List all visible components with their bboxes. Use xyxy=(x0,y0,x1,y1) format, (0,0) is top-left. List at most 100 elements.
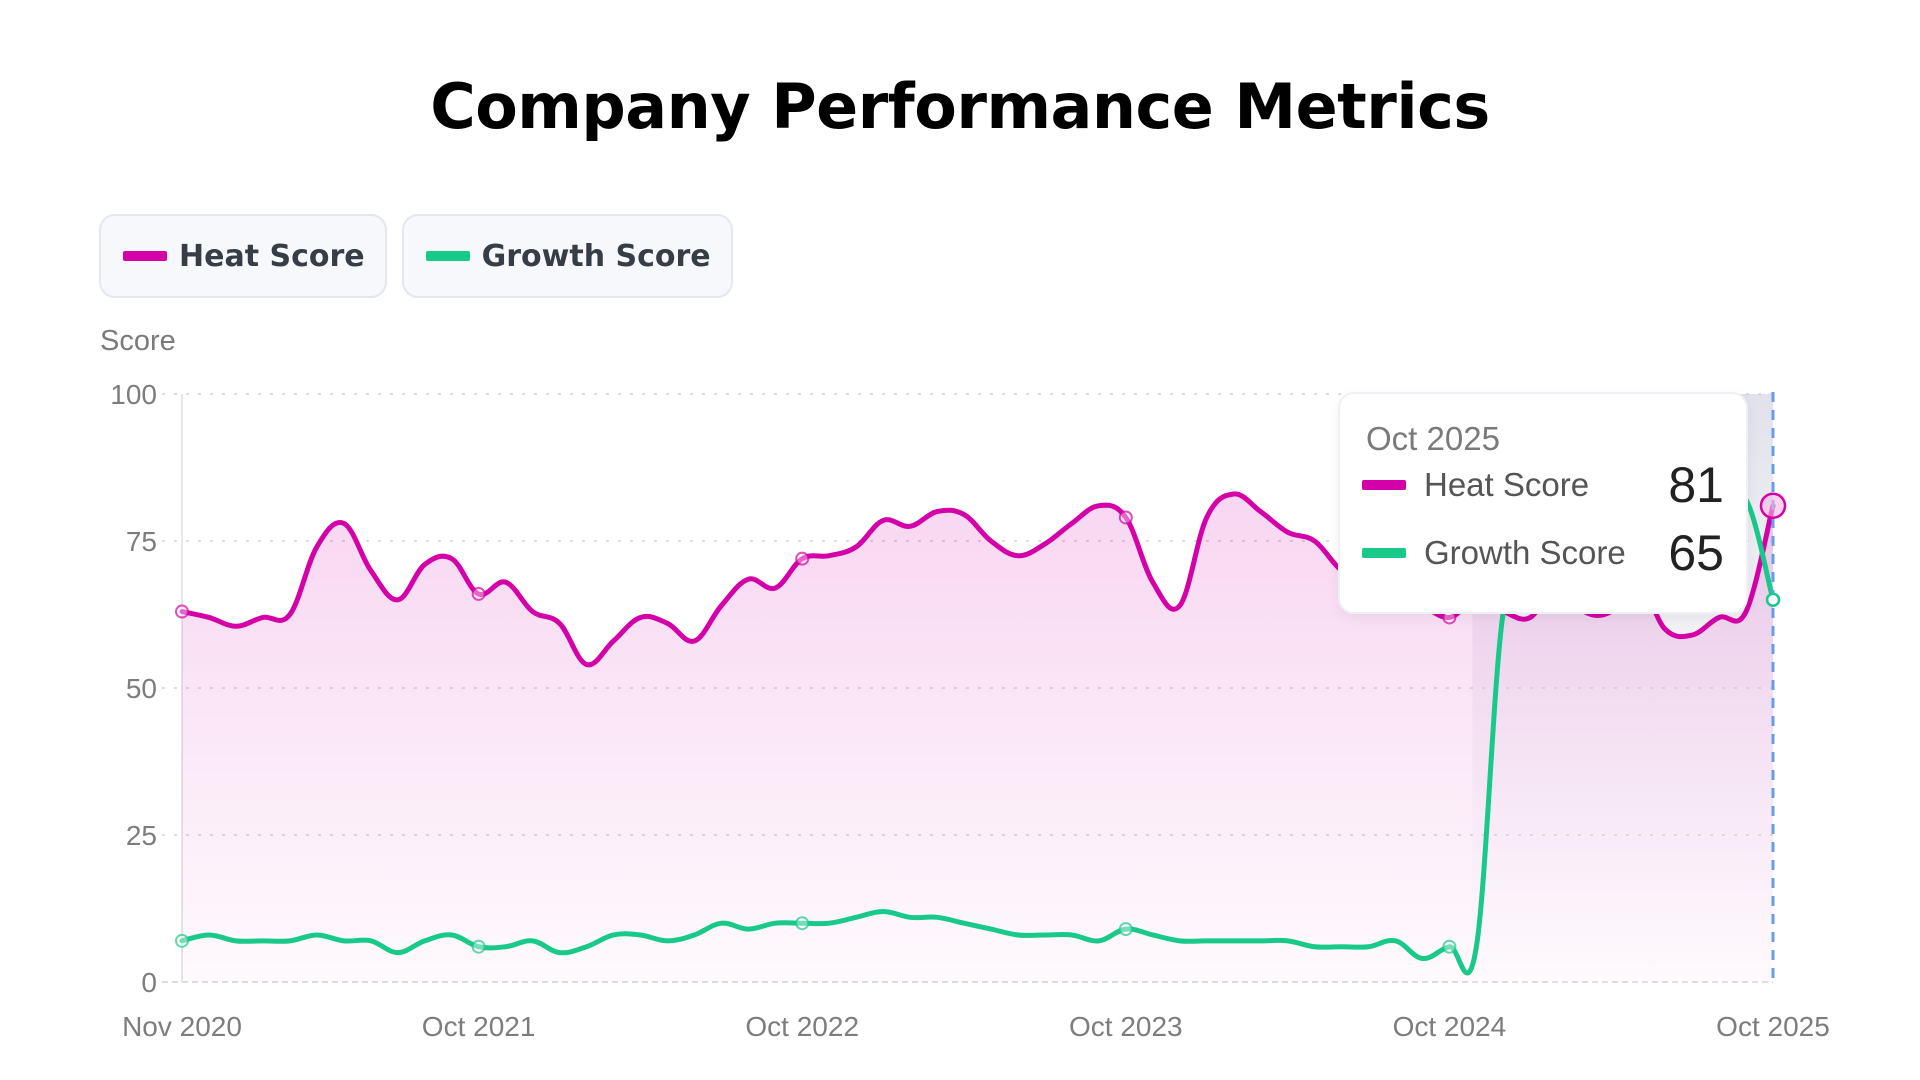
heat-score-point xyxy=(1205,515,1209,519)
heat-score-point xyxy=(1744,610,1748,614)
heat-score-active-point xyxy=(1759,492,1787,519)
heat-score-point xyxy=(1070,521,1074,525)
heat-score-point xyxy=(1232,492,1236,496)
y-axis-ticks: 0 25 50 75 100 xyxy=(110,379,157,998)
tooltip-row-heat-score: Heat Score 81 xyxy=(1362,457,1724,513)
heat-score-point xyxy=(558,621,562,625)
tooltip-label: Growth Score xyxy=(1424,534,1626,571)
x-tick-label: Oct 2024 xyxy=(1393,1011,1507,1042)
heat-score-point xyxy=(665,621,669,625)
growth-score-point xyxy=(854,915,858,919)
tooltip-label: Heat Score xyxy=(1424,466,1590,503)
growth-score-point xyxy=(1151,933,1155,937)
point-markers xyxy=(175,392,1787,984)
tooltip-row-growth-score: Growth Score 65 xyxy=(1362,525,1724,581)
heat-score-point xyxy=(773,586,777,590)
y-tick-label: 0 xyxy=(141,967,157,998)
heat-score-point xyxy=(288,613,292,617)
growth-score-swatch-icon xyxy=(1362,548,1406,558)
heat-score-point xyxy=(1016,554,1020,558)
y-tick-label: 50 xyxy=(126,673,157,704)
growth-score-point xyxy=(1313,945,1317,949)
y-tick-label: 75 xyxy=(126,526,157,557)
y-tick-label: 25 xyxy=(126,820,157,851)
growth-score-marker xyxy=(795,916,810,931)
growth-score-point xyxy=(773,921,777,925)
growth-score-point xyxy=(288,939,292,943)
heat-score-point xyxy=(531,610,535,614)
heat-score-point xyxy=(908,524,912,528)
x-tick-label: Oct 2025 xyxy=(1716,1011,1830,1042)
growth-score-point xyxy=(1474,945,1478,949)
heat-score-line xyxy=(179,491,1776,668)
growth-score-point xyxy=(1259,939,1263,943)
heat-score-point xyxy=(854,545,858,549)
growth-score-point xyxy=(1420,956,1424,960)
heat-score-point xyxy=(504,580,508,584)
heat-score-point xyxy=(989,539,993,543)
heat-score-marker xyxy=(471,586,486,601)
growth-score-marker xyxy=(175,933,189,948)
growth-score-point xyxy=(881,909,885,913)
x-tick-label: Oct 2021 xyxy=(422,1011,536,1042)
heat-score-swatch-icon xyxy=(1362,480,1406,490)
heat-score-marker xyxy=(175,604,189,619)
growth-score-point xyxy=(1286,939,1290,943)
x-tick-label: Nov 2020 xyxy=(122,1011,242,1042)
legend-item-heat-score[interactable]: Heat Score xyxy=(99,214,387,298)
heat-score-point xyxy=(746,577,750,581)
growth-score-point xyxy=(719,921,723,925)
y-tick-label: 100 xyxy=(110,379,157,410)
growth-score-point xyxy=(1016,933,1020,937)
heat-score-point xyxy=(396,598,400,602)
heat-score-point xyxy=(369,568,373,572)
growth-score-point xyxy=(827,921,831,925)
x-tick-label: Oct 2023 xyxy=(1069,1011,1183,1042)
y-axis-label: Score xyxy=(100,325,176,357)
growth-score-point xyxy=(1367,945,1371,949)
growth-score-point xyxy=(584,945,588,949)
heat-score-point xyxy=(1690,633,1694,637)
growth-score-point xyxy=(1393,939,1397,943)
growth-score-marker xyxy=(1118,922,1133,937)
growth-score-active-point xyxy=(1765,592,1781,608)
heat-score-point xyxy=(207,615,211,619)
growth-score-point xyxy=(1070,933,1074,937)
heat-score-point xyxy=(1313,539,1317,543)
growth-score-point xyxy=(1205,939,1209,943)
growth-score-point xyxy=(234,939,238,943)
heat-score-point xyxy=(1097,504,1101,508)
heat-score-point xyxy=(315,545,319,549)
growth-score-point xyxy=(746,927,750,931)
heat-score-marker xyxy=(795,551,810,566)
growth-score-point xyxy=(369,939,373,943)
growth-score-point xyxy=(342,939,346,943)
heat-score-marker xyxy=(1118,510,1133,525)
growth-score-point xyxy=(665,939,669,943)
growth-score-point xyxy=(504,945,508,949)
growth-score-point xyxy=(531,939,535,943)
growth-score-point xyxy=(908,915,912,919)
heat-score-point xyxy=(450,557,454,561)
heat-score-point xyxy=(261,615,265,619)
growth-score-point xyxy=(315,933,319,937)
heat-score-point xyxy=(611,639,615,643)
growth-score-point xyxy=(962,921,966,925)
heat-score-point xyxy=(962,513,966,517)
heat-score-point xyxy=(1259,510,1263,514)
heat-score-point xyxy=(827,554,831,558)
legend-label: Growth Score xyxy=(481,238,711,274)
heat-score-point xyxy=(342,521,346,525)
heat-score-point xyxy=(1178,604,1182,608)
growth-score-point xyxy=(1232,939,1236,943)
growth-score-point xyxy=(207,933,211,937)
tooltip-value: 65 xyxy=(1668,525,1724,581)
growth-score-point xyxy=(261,939,265,943)
legend-item-growth-score[interactable]: Growth Score xyxy=(401,214,733,298)
growth-score-marker xyxy=(1442,939,1457,954)
growth-score-swatch-icon xyxy=(425,251,470,261)
heat-score-point xyxy=(1663,627,1667,631)
tooltip-value: 81 xyxy=(1668,457,1724,513)
heat-score-point xyxy=(1043,542,1047,546)
growth-score-point xyxy=(935,915,939,919)
